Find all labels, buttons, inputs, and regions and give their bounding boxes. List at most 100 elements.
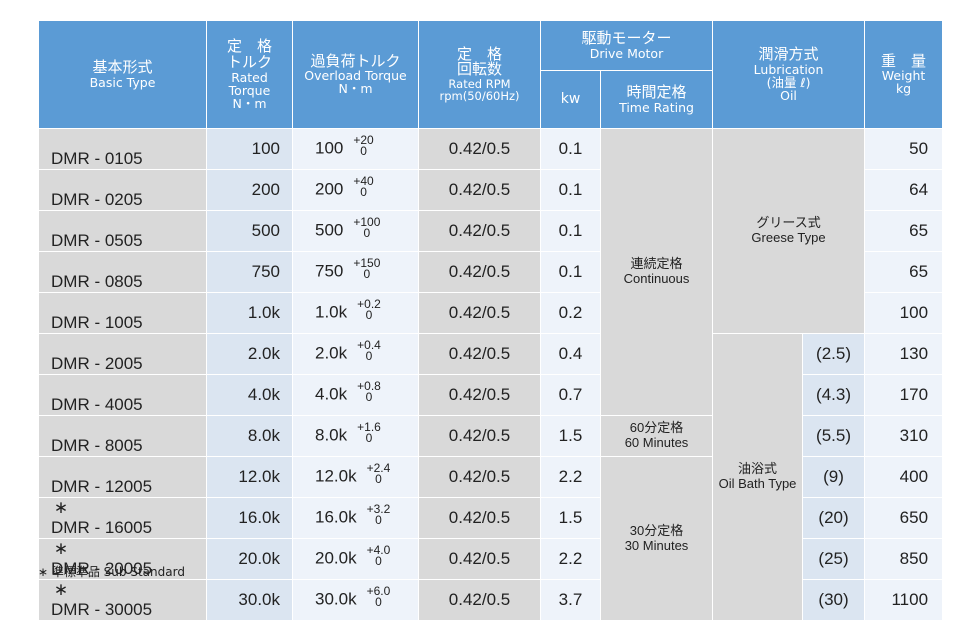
oil-amount-cell: (5.5) [802, 415, 866, 457]
rated-rpm-value: 0.42/0.5 [448, 385, 511, 404]
overload-torque-value: 16.0k [315, 507, 357, 527]
oil-amount-value: (2.5) [816, 344, 851, 363]
weight-cell: 100 [864, 292, 944, 334]
rated-torque-cell: 200 [206, 169, 293, 211]
weight-cell: 400 [864, 456, 944, 498]
tolerance: +0.4 0 [357, 339, 381, 362]
tolerance: +0.2 0 [357, 298, 381, 321]
header-weight-jp: 重 量 [881, 51, 927, 70]
rated-rpm-value: 0.42/0.5 [448, 426, 511, 445]
kw-value: 1.5 [558, 426, 583, 445]
basic-type-cell: DMR - 2005 [38, 333, 207, 375]
weight-cell: 310 [864, 415, 944, 457]
kw-cell: 0.1 [540, 128, 601, 170]
weight-cell: 65 [864, 251, 944, 293]
model-name: DMR - 0805 [51, 272, 143, 291]
oil-amount-value: (5.5) [816, 426, 851, 445]
weight-value: 100 [899, 303, 929, 322]
rated-torque-value: 500 [251, 221, 280, 240]
model-name: DMR - 4005 [51, 395, 143, 414]
kw-cell: 0.1 [540, 210, 601, 252]
rated-torque-value: 8.0k [247, 426, 280, 445]
header-time-rating: 時間定格 Time Rating [599, 70, 714, 129]
rated-rpm-cell: 0.42/0.5 [418, 169, 541, 211]
rated-torque-cell: 30.0k [206, 579, 293, 621]
tolerance: +40 0 [353, 175, 373, 198]
tolerance-upper: +6.0 [366, 584, 391, 598]
tolerance: +4.0 0 [367, 544, 391, 567]
weight-cell: 64 [864, 169, 944, 211]
basic-type-cell: ∗DMR - 20005 [38, 538, 207, 580]
model-name: DMR - 30005 [51, 600, 153, 619]
rated-torque-value: 12.0k [238, 467, 280, 486]
header-drive-motor-en: Drive Motor [589, 45, 664, 61]
oil-amount-cell: (25) [802, 538, 866, 580]
sub-standard-mark: ∗ [53, 498, 69, 517]
overload-torque-cell: 1.0k +0.2 0 [292, 292, 419, 334]
rated-rpm-value: 0.42/0.5 [448, 508, 511, 527]
kw-value: 0.1 [558, 180, 583, 199]
header-overload-torque: 過負荷トルク Overload Torque N・m [292, 20, 419, 129]
time-rating-30min-en: 30 Minutes [624, 537, 689, 553]
table-row: DMR - 12005 12.0k 12.0k +2.4 0 0.42/0.5 2.2 30分… [38, 456, 944, 621]
header-drive-motor-jp: 駆動モーター [581, 29, 672, 48]
header-basic-type-en: Basic Type [89, 74, 156, 90]
rated-torque-cell: 20.0k [206, 538, 293, 580]
rated-rpm-cell: 0.42/0.5 [418, 579, 541, 621]
table-row: DMR - 8005 8.0k 8.0k +1.6 0 0.42/0.5 1.5 60分定格 6… [38, 415, 944, 457]
rated-rpm-value: 0.42/0.5 [448, 467, 511, 486]
overload-torque-cell: 8.0k +1.6 0 [292, 415, 419, 457]
time-rating-continuous-en: Continuous [623, 271, 690, 286]
rated-rpm-cell: 0.42/0.5 [418, 456, 541, 498]
header-lubrication-en: Lubrication (油量 ℓ) Oil [753, 61, 824, 103]
tolerance-upper: +0.8 [357, 379, 381, 393]
oil-amount-value: (25) [818, 549, 849, 568]
model-name: DMR - 0205 [51, 190, 143, 209]
kw-cell: 3.7 [540, 579, 601, 621]
kw-value: 0.1 [558, 221, 583, 240]
table-row: DMR - 0205 200 200 +40 0 0.42/0.5 0.1 64 [38, 169, 944, 211]
tolerance: +3.2 0 [367, 503, 391, 526]
weight-value: 65 [909, 221, 929, 240]
weight-value: 650 [899, 508, 929, 527]
kw-cell: 2.2 [540, 538, 601, 580]
lubrication-grease-en: Greese Type [751, 230, 826, 245]
weight-cell: 65 [864, 210, 944, 252]
model-name: DMR - 1005 [51, 313, 143, 332]
kw-value: 0.1 [558, 262, 583, 281]
overload-torque-cell: 500 +100 0 [292, 210, 419, 252]
tolerance-lower: 0 [363, 267, 371, 281]
weight-cell: 130 [864, 333, 944, 375]
basic-type-cell: DMR - 0505 [38, 210, 207, 252]
model-name: DMR - 8005 [51, 436, 143, 455]
rated-rpm-cell: 0.42/0.5 [418, 128, 541, 170]
overload-torque-value: 200 [315, 179, 344, 199]
basic-type-cell: ∗DMR - 30005 [38, 579, 207, 621]
rated-rpm-cell: 0.42/0.5 [418, 251, 541, 293]
header-kw-label: kw [560, 91, 581, 108]
kw-cell: 0.4 [540, 333, 601, 375]
rated-rpm-value: 0.42/0.5 [448, 221, 511, 240]
rated-torque-value: 2.0k [247, 344, 280, 363]
header-overload-torque-en: Overload Torque N・m [304, 68, 407, 97]
weight-cell: 850 [864, 538, 944, 580]
overload-torque-cell: 30.0k +6.0 0 [292, 579, 419, 621]
time-rating-60min-jp: 60分定格 [629, 420, 684, 436]
overload-torque-cell: 12.0k +2.4 0 [292, 456, 419, 498]
overload-torque-cell: 16.0k +3.2 0 [292, 497, 419, 539]
oil-amount-cell: (4.3) [802, 374, 866, 416]
table-row: DMR - 4005 4.0k 4.0k +0.8 0 0.42/0.5 0.7 (4.3) 1… [38, 374, 944, 416]
header-basic-type-jp: 基本形式 [92, 58, 153, 77]
sub-standard-mark: ∗ [53, 580, 69, 599]
model-name: DMR - 12005 [51, 477, 153, 496]
weight-value: 310 [899, 426, 929, 445]
rated-torque-value: 16.0k [238, 508, 280, 527]
overload-torque-value: 500 [315, 220, 344, 240]
kw-value: 0.7 [558, 385, 583, 404]
overload-torque-cell: 100 +20 0 [292, 128, 419, 170]
table-row: ∗DMR - 30005 30.0k 30.0k +6.0 0 0.42/0.5 3.7 (3… [38, 579, 944, 621]
rated-rpm-value: 0.42/0.5 [448, 303, 511, 322]
rated-rpm-cell: 0.42/0.5 [418, 497, 541, 539]
tolerance-upper: +150 [353, 256, 381, 270]
rated-rpm-cell: 0.42/0.5 [418, 415, 541, 457]
